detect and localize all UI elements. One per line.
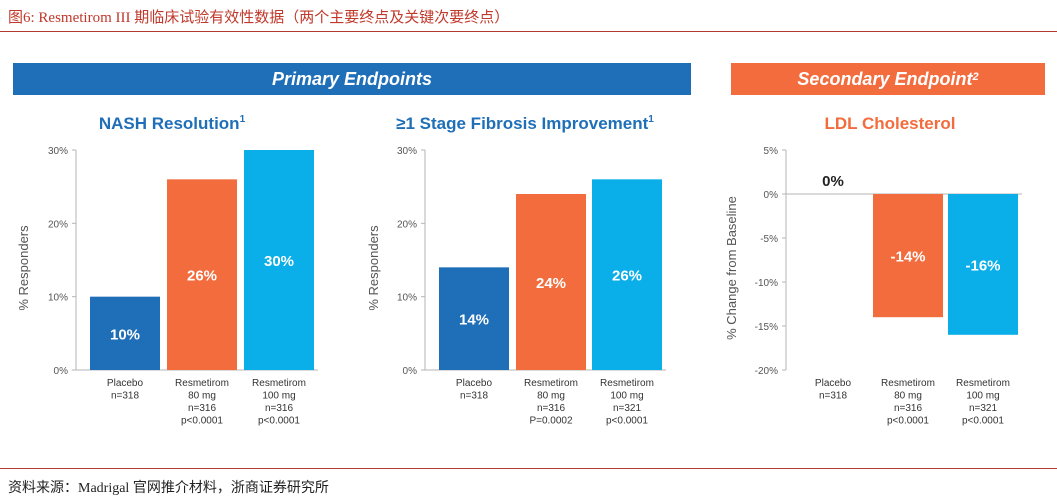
y-tick-label: 5% (764, 146, 779, 157)
category-label: P=0.0002 (529, 416, 573, 427)
y-axis-title: % Change from Baseline (724, 196, 739, 340)
y-tick-label: 0% (54, 366, 69, 377)
category-label: 80 mg (188, 391, 216, 402)
bar (167, 179, 237, 370)
chart-title: NASH Resolution1 (99, 114, 246, 133)
category-label: p<0.0001 (606, 416, 648, 427)
y-tick-label: -5% (760, 234, 778, 245)
chart-title-text: LDL Cholesterol (825, 114, 956, 133)
y-tick-label: 0% (403, 366, 418, 377)
bar-value-label: 26% (612, 268, 642, 285)
y-tick-label: 20% (397, 219, 417, 230)
y-tick-label: 0% (764, 190, 779, 201)
category-label: p<0.0001 (181, 416, 223, 427)
category-label: n=316 (188, 403, 217, 414)
chart-title-text: NASH Resolution (99, 114, 240, 133)
bar (948, 194, 1018, 335)
category-label: Resmetirom (600, 378, 654, 389)
category-label: 100 mg (966, 391, 999, 402)
category-label: Resmetirom (881, 378, 935, 389)
y-tick-label: 30% (397, 146, 417, 157)
figure-title: 图6: Resmetirom III 期临床试验有效性数据（两个主要终点及关键次… (8, 10, 510, 26)
category-label: n=318 (111, 391, 140, 402)
chart-title: ≥1 Stage Fibrosis Improvement1 (396, 114, 654, 133)
secondary-endpoint-footnote: 2 (972, 71, 979, 83)
y-tick-label: 10% (397, 293, 417, 304)
chart-title-text: ≥1 Stage Fibrosis Improvement (396, 114, 648, 133)
bar-value-label: 30% (264, 253, 294, 270)
category-label: n=316 (265, 403, 294, 414)
chart-title-footnote: 1 (648, 114, 654, 125)
category-label: 100 mg (610, 391, 643, 402)
category-label: n=316 (894, 403, 923, 414)
y-axis-title: % Responders (366, 225, 381, 311)
category-label: n=321 (969, 403, 998, 414)
chart-title: LDL Cholesterol (825, 114, 956, 133)
bar (592, 179, 662, 370)
bar-value-label: 0% (822, 173, 844, 190)
primary-endpoints-banner: Primary Endpoints (13, 63, 691, 95)
y-axis-title: % Responders (16, 225, 31, 311)
bar-value-label: -16% (965, 257, 1000, 274)
category-label: n=318 (460, 391, 489, 402)
y-tick-label: 30% (48, 146, 68, 157)
category-label: Placebo (815, 378, 852, 389)
category-label: Resmetirom (175, 378, 229, 389)
bar-value-label: -14% (890, 249, 925, 266)
bar (439, 267, 509, 370)
bar (244, 150, 314, 370)
bar (516, 194, 586, 370)
category-label: 100 mg (262, 391, 295, 402)
bar-value-label: 14% (459, 312, 489, 329)
primary-endpoints-label: Primary Endpoints (271, 68, 433, 89)
category-label: p<0.0001 (258, 416, 300, 427)
y-tick-label: 10% (48, 293, 68, 304)
category-label: p<0.0001 (887, 416, 929, 427)
category-label: 80 mg (537, 391, 565, 402)
y-tick-label: 20% (48, 219, 68, 230)
secondary-endpoint-banner: Secondary Endpoint 2 (731, 63, 1045, 95)
category-label: Resmetirom (956, 378, 1010, 389)
category-label: Placebo (107, 378, 144, 389)
title-divider (0, 31, 1057, 32)
bar (873, 194, 943, 318)
y-tick-label: -10% (755, 278, 778, 289)
bar (90, 296, 160, 370)
category-label: 80 mg (894, 391, 922, 402)
y-tick-label: -20% (755, 366, 778, 377)
y-tick-label: -15% (755, 322, 778, 333)
category-label: n=316 (537, 403, 566, 414)
category-label: Resmetirom (252, 378, 306, 389)
secondary-endpoint-label: Secondary Endpoint (797, 68, 973, 89)
source-divider (0, 468, 1057, 469)
bar-value-label: 24% (536, 275, 566, 292)
source-note: 资料来源：Madrigal 官网推介材料，浙商证券研究所 (8, 481, 329, 496)
category-label: n=321 (613, 403, 642, 414)
bar-value-label: 26% (187, 268, 217, 285)
category-label: p<0.0001 (962, 416, 1004, 427)
chart-title-footnote: 1 (240, 114, 246, 125)
category-label: Resmetirom (524, 378, 578, 389)
category-label: Placebo (456, 378, 493, 389)
category-label: n=318 (819, 391, 848, 402)
bar-value-label: 10% (110, 326, 140, 343)
